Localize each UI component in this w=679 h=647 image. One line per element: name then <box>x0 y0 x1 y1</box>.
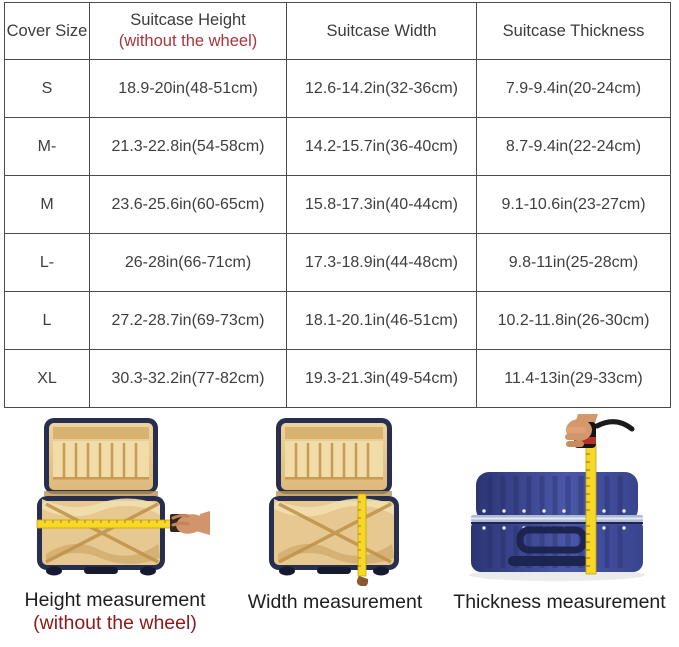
header-suitcase-width: Suitcase Width <box>286 2 477 60</box>
cell-thickness: 11.4-13in(29-33cm) <box>476 349 671 408</box>
figure-caption: Thickness measurement <box>453 591 665 614</box>
cell-size: M- <box>4 117 90 176</box>
cell-height: 23.6-25.6in(60-65cm) <box>89 175 287 234</box>
size-chart-table: Cover Size Suitcase Height (without the … <box>4 2 671 408</box>
cell-width: 18.1-20.1in(46-51cm) <box>286 291 477 350</box>
header-row: Cover Size Suitcase Height (without the … <box>4 2 671 60</box>
cell-size: S <box>4 59 90 118</box>
figure-height-measurement: Height measurement (without the wheel) <box>0 414 230 635</box>
cell-height: 18.9-20in(48-51cm) <box>89 59 287 118</box>
cell-width: 14.2-15.7in(36-40cm) <box>286 117 477 176</box>
cell-width: 19.3-21.3in(49-54cm) <box>286 349 477 408</box>
cell-width: 17.3-18.9in(44-48cm) <box>286 233 477 292</box>
cell-thickness: 10.2-11.8in(26-30cm) <box>476 291 671 350</box>
cell-width: 12.6-14.2in(32-36cm) <box>286 59 477 118</box>
closed-suitcase-vertical-tape-icon <box>469 414 645 581</box>
table-row-l-minus: L- 26-28in(66-71cm) 17.3-18.9in(44-48cm)… <box>4 233 671 292</box>
cell-height: 30.3-32.2in(77-82cm) <box>89 349 287 408</box>
cell-size: XL <box>4 349 90 408</box>
cell-size: L <box>4 291 90 350</box>
header-suitcase-height: Suitcase Height (without the wheel) <box>89 2 287 60</box>
table-row-xl: XL 30.3-32.2in(77-82cm) 19.3-21.3in(49-5… <box>4 349 671 408</box>
caption-height-note: (without the wheel) <box>33 612 197 634</box>
cell-size: M <box>4 175 90 234</box>
cell-thickness: 8.7-9.4in(22-24cm) <box>476 117 671 176</box>
figure-caption: Height measurement (without the wheel) <box>24 589 205 635</box>
header-cover-size: Cover Size <box>4 2 90 60</box>
measurement-figures: Height measurement (without the wheel) <box>0 414 679 635</box>
cell-height: 26-28in(66-71cm) <box>89 233 287 292</box>
figure-caption: Width measurement <box>248 591 422 614</box>
header-suitcase-thickness: Suitcase Thickness <box>476 2 671 60</box>
cell-width: 15.8-17.3in(40-44cm) <box>286 175 477 234</box>
cell-thickness: 9.1-10.6in(23-27cm) <box>476 175 671 234</box>
cell-height: 27.2-28.7in(69-73cm) <box>89 291 287 350</box>
table-row-s: S 18.9-20in(48-51cm) 12.6-14.2in(32-36cm… <box>4 59 671 118</box>
cell-thickness: 7.9-9.4in(20-24cm) <box>476 59 671 118</box>
open-suitcase-horizontal-tape-icon <box>36 418 210 576</box>
caption-height: Height measurement <box>24 589 206 611</box>
cell-height: 21.3-22.8in(54-58cm) <box>89 117 287 176</box>
figure-thickness-measurement: Thickness measurement <box>440 414 679 614</box>
cell-size: L- <box>4 233 90 292</box>
table-row-m: M 23.6-25.6in(60-65cm) 15.8-17.3in(40-44… <box>4 175 671 234</box>
open-suitcase-vertical-tape-icon <box>269 418 399 586</box>
caption-width: Width measurement <box>247 591 423 613</box>
header-height-note: (without the wheel) <box>118 32 258 50</box>
caption-thickness: Thickness measurement <box>453 591 666 613</box>
table-row-l: L 27.2-28.7in(69-73cm) 18.1-20.1in(46-51… <box>4 291 671 350</box>
figure-width-measurement: Width measurement <box>230 414 440 614</box>
cell-thickness: 9.8-11in(25-28cm) <box>476 233 671 292</box>
table-row-m-minus: M- 21.3-22.8in(54-58cm) 14.2-15.7in(36-4… <box>4 117 671 176</box>
